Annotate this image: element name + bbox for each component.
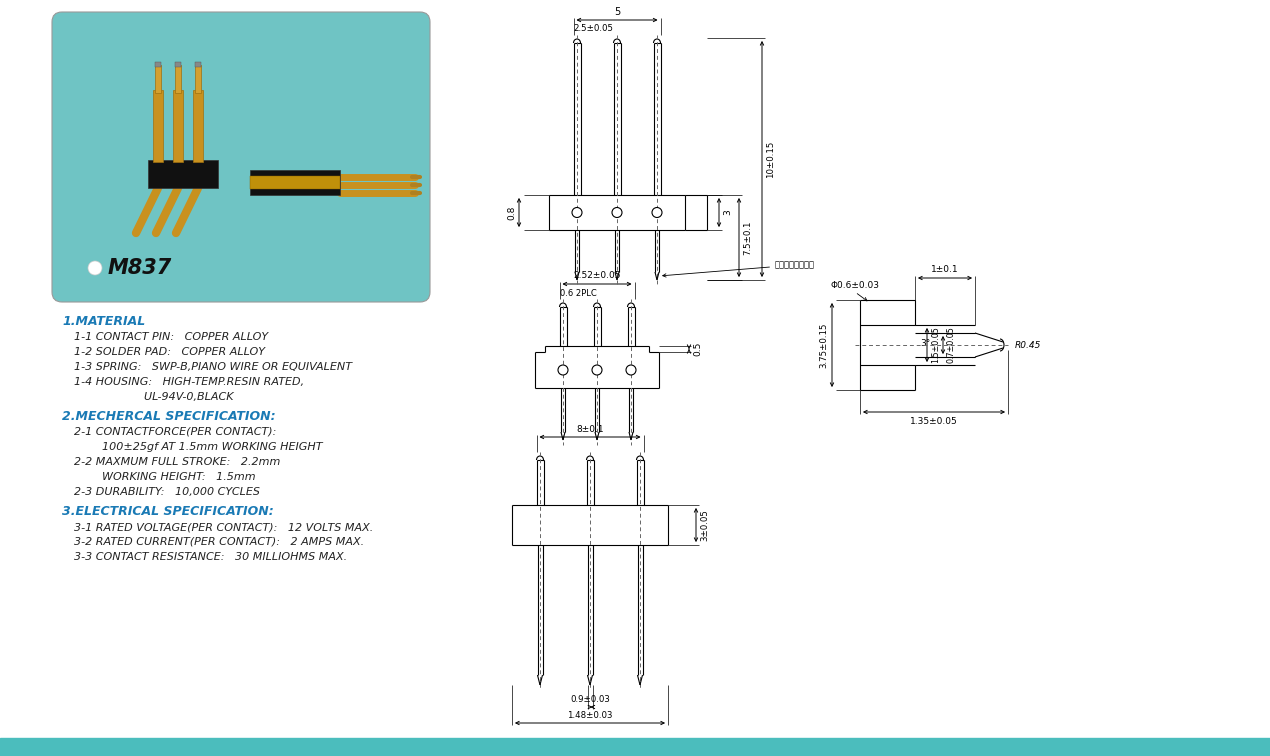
Text: 0.8: 0.8 <box>507 206 516 220</box>
Bar <box>250 170 340 195</box>
Text: 2-2 MAXMUM FULL STROKE:   2.2mm: 2-2 MAXMUM FULL STROKE: 2.2mm <box>74 457 281 467</box>
Circle shape <box>558 365 568 375</box>
Bar <box>149 160 218 188</box>
Bar <box>0 738 1270 756</box>
Text: 3-3 CONTACT RESISTANCE:   30 MILLIOHMS MAX.: 3-3 CONTACT RESISTANCE: 30 MILLIOHMS MAX… <box>74 552 347 562</box>
Text: 2.5±0.05: 2.5±0.05 <box>574 24 613 33</box>
Bar <box>155 62 161 67</box>
Text: 1.MATERIAL: 1.MATERIAL <box>62 315 145 328</box>
Text: Φ0.6±0.03: Φ0.6±0.03 <box>831 281 880 290</box>
Text: 3°: 3° <box>919 339 930 348</box>
Bar <box>175 65 182 93</box>
Text: 2.MECHERCAL SPECIFICATION:: 2.MECHERCAL SPECIFICATION: <box>62 410 276 423</box>
Circle shape <box>572 207 582 218</box>
Text: 3.75±0.15: 3.75±0.15 <box>819 322 828 367</box>
Text: M837: M837 <box>108 258 173 278</box>
Text: 1±0.1: 1±0.1 <box>931 265 959 274</box>
Text: 1.5±0.05: 1.5±0.05 <box>931 327 940 364</box>
Text: 0.7±0.05: 0.7±0.05 <box>947 327 956 364</box>
Text: 2.52±0.05: 2.52±0.05 <box>573 271 621 280</box>
Bar <box>193 90 203 162</box>
Text: 3-2 RATED CURRENT(PER CONTACT):   2 AMPS MAX.: 3-2 RATED CURRENT(PER CONTACT): 2 AMPS M… <box>74 537 364 547</box>
Circle shape <box>626 365 636 375</box>
Circle shape <box>652 207 662 218</box>
Text: 1.35±0.05: 1.35±0.05 <box>911 417 958 426</box>
Text: 与插针材质力镀铜: 与插针材质力镀铜 <box>663 261 815 277</box>
Bar <box>250 176 340 189</box>
Text: 10±0.15: 10±0.15 <box>766 141 775 178</box>
Text: 3.ELECTRICAL SPECIFICATION:: 3.ELECTRICAL SPECIFICATION: <box>62 505 274 518</box>
Text: 2-1 CONTACTFORCE(PER CONTACT):: 2-1 CONTACTFORCE(PER CONTACT): <box>74 427 277 437</box>
Bar <box>152 90 163 162</box>
Bar <box>196 65 201 93</box>
Bar <box>155 65 161 93</box>
Bar <box>175 62 182 67</box>
Bar <box>196 62 201 67</box>
Text: 3: 3 <box>723 209 732 215</box>
Text: R0.45: R0.45 <box>1015 340 1041 349</box>
Text: 1-1 CONTACT PIN:   COPPER ALLOY: 1-1 CONTACT PIN: COPPER ALLOY <box>74 332 268 342</box>
Text: 1-2 SOLDER PAD:   COPPER ALLOY: 1-2 SOLDER PAD: COPPER ALLOY <box>74 347 265 357</box>
Circle shape <box>592 365 602 375</box>
Text: 2-3 DURABILITY:   10,000 CYCLES: 2-3 DURABILITY: 10,000 CYCLES <box>74 487 260 497</box>
Text: 7.5±0.1: 7.5±0.1 <box>743 220 752 255</box>
FancyBboxPatch shape <box>52 12 431 302</box>
Text: 100±25gf AT 1.5mm WORKING HEIGHT: 100±25gf AT 1.5mm WORKING HEIGHT <box>74 442 323 452</box>
Text: 0.5: 0.5 <box>693 342 702 356</box>
Text: 1-3 SPRING:   SWP-B,PIANO WIRE OR EQUIVALENT: 1-3 SPRING: SWP-B,PIANO WIRE OR EQUIVALE… <box>74 362 352 372</box>
Text: WORKING HEIGHT:   1.5mm: WORKING HEIGHT: 1.5mm <box>74 472 255 482</box>
Text: 1.48±0.03: 1.48±0.03 <box>568 711 612 720</box>
Text: 3±0.05: 3±0.05 <box>700 509 709 541</box>
Text: 0.9±0.03: 0.9±0.03 <box>570 695 610 704</box>
Circle shape <box>88 261 102 275</box>
Text: 8±0.1: 8±0.1 <box>577 425 603 433</box>
Text: 3-1 RATED VOLTAGE(PER CONTACT):   12 VOLTS MAX.: 3-1 RATED VOLTAGE(PER CONTACT): 12 VOLTS… <box>74 522 373 532</box>
Text: 0.6 2PLC: 0.6 2PLC <box>560 289 596 298</box>
Circle shape <box>612 207 622 218</box>
Text: 1-4 HOUSING:   HIGH-TEMP.RESIN RATED,: 1-4 HOUSING: HIGH-TEMP.RESIN RATED, <box>74 377 304 387</box>
Bar <box>173 90 183 162</box>
Text: UL-94V-0,BLACK: UL-94V-0,BLACK <box>74 392 234 402</box>
Text: 5: 5 <box>613 7 620 17</box>
